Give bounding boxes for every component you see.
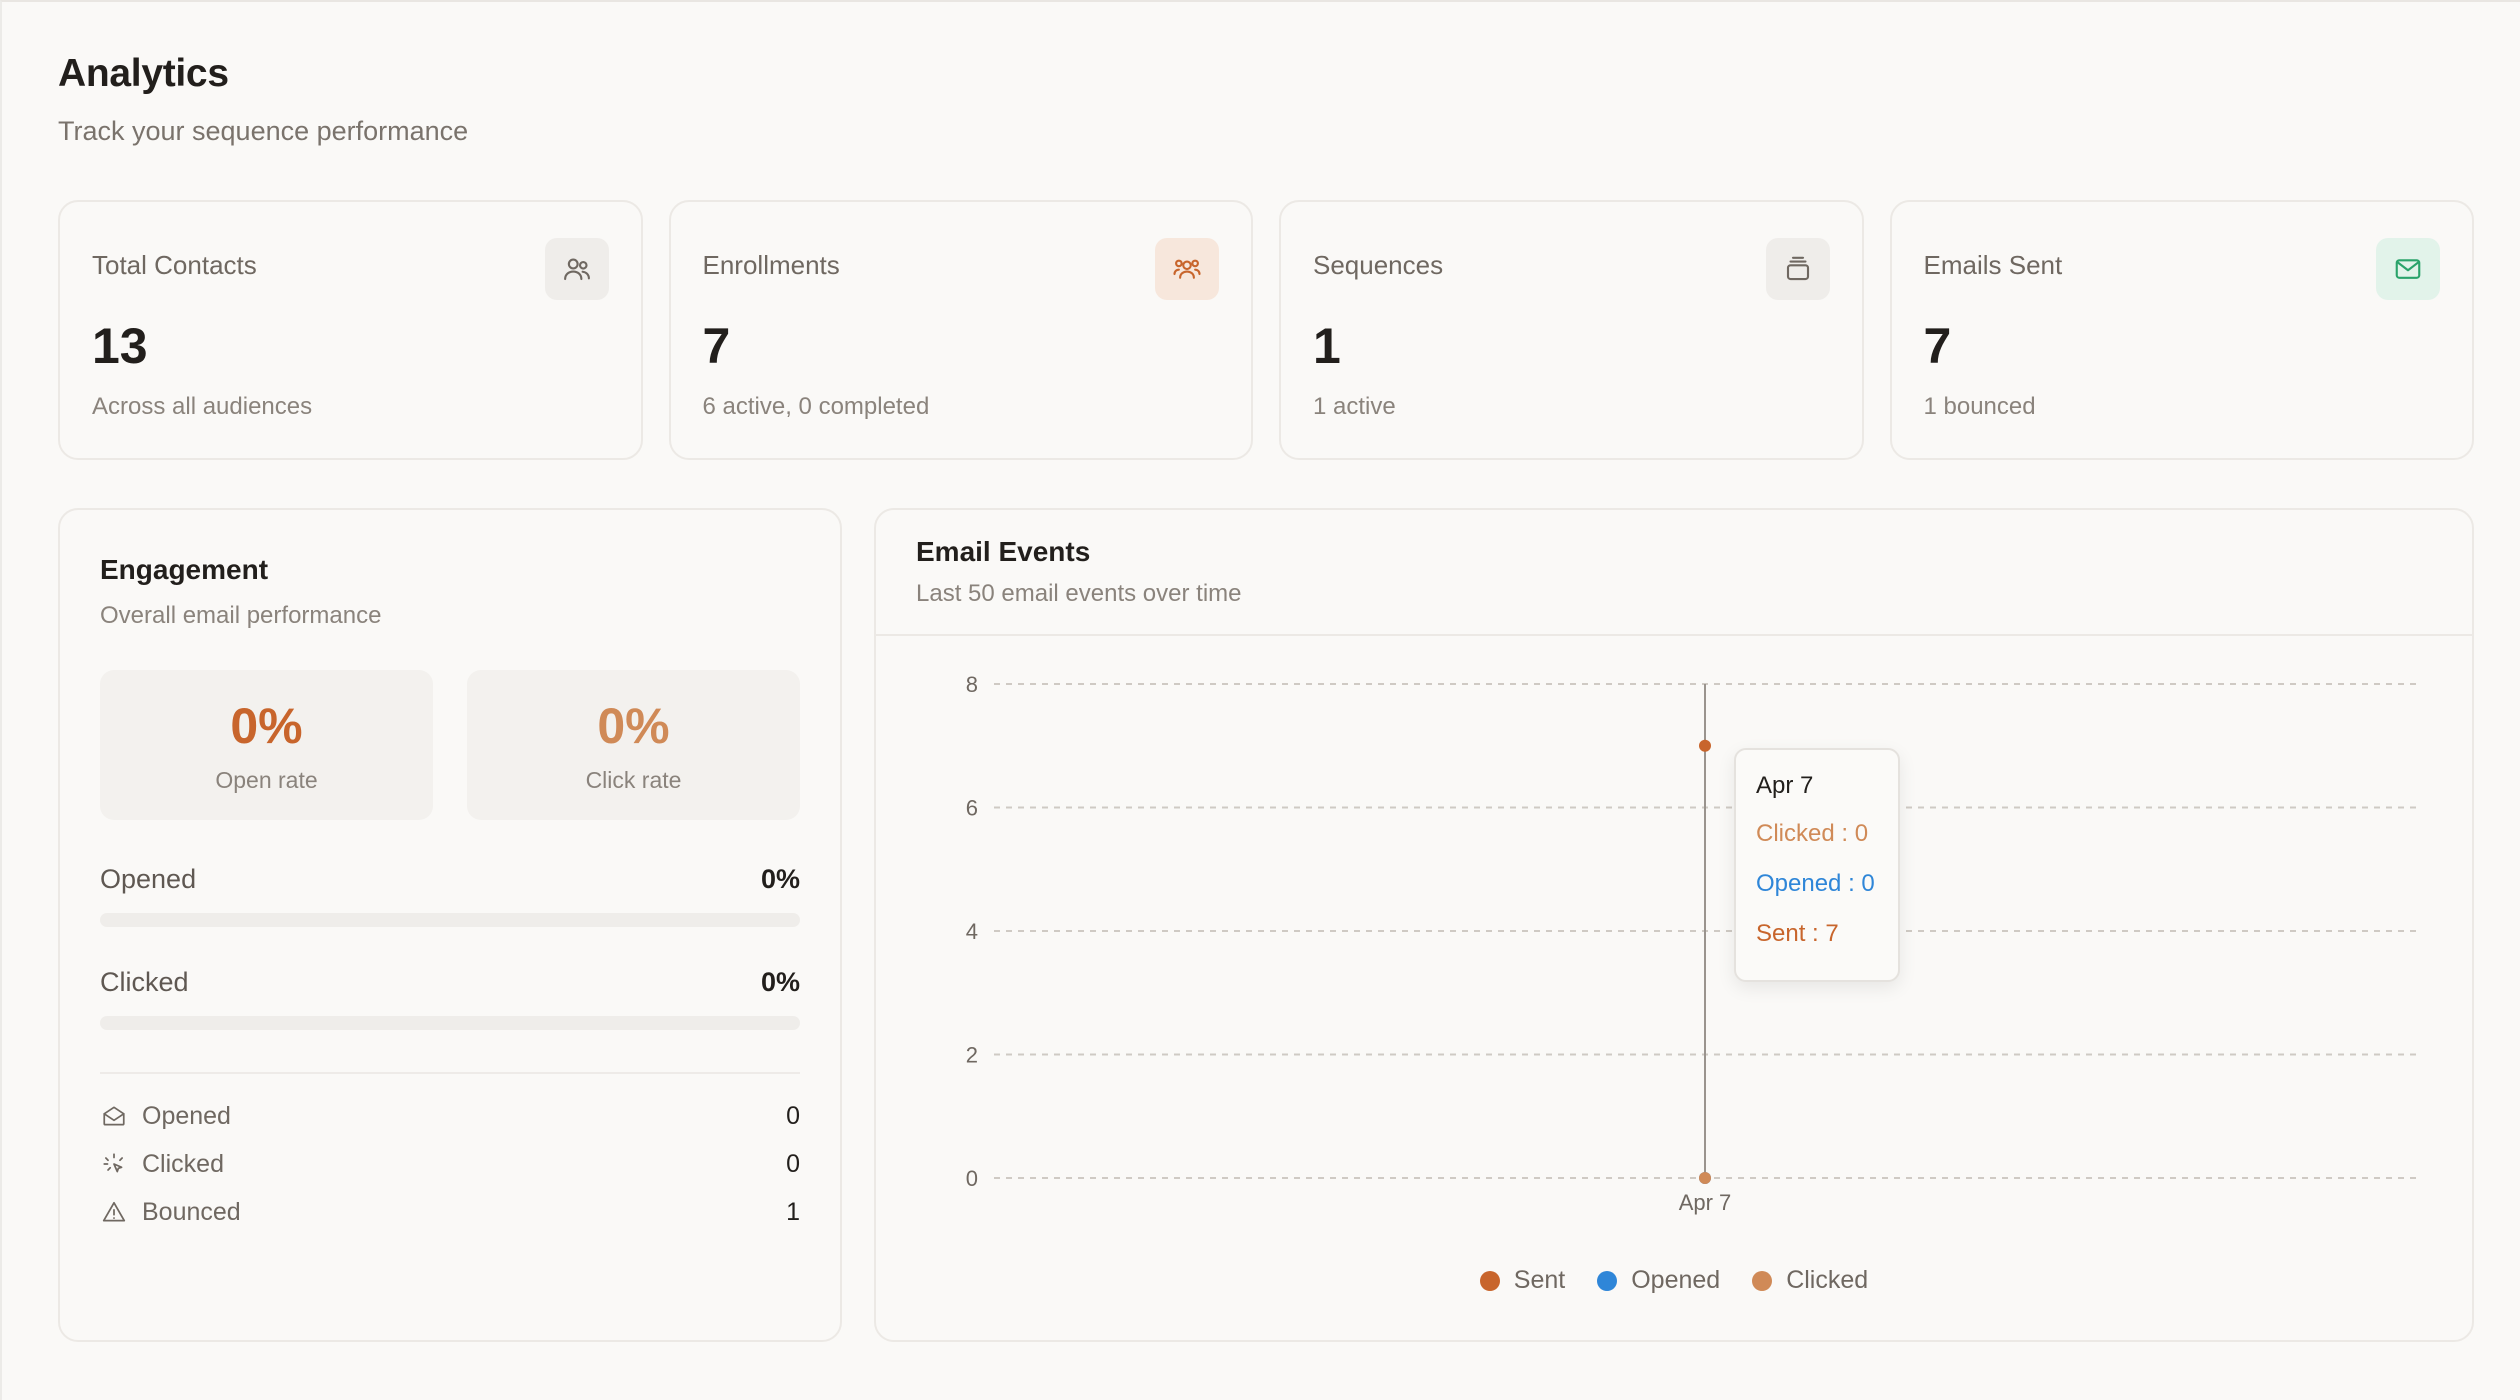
stat-detail: 1 bounced: [1923, 393, 2036, 420]
email-events-subtitle: Last 50 email events over time: [916, 580, 1242, 607]
divider: [100, 1072, 800, 1074]
data-point-sent: [1699, 739, 1711, 752]
engagement-title: Engagement: [100, 554, 269, 585]
alert-triangle-icon: [100, 1198, 128, 1226]
y-tick-label: 4: [966, 919, 978, 944]
count-value: 0: [786, 1149, 800, 1178]
count-row-clicked: Clicked 0: [100, 1140, 800, 1188]
legend-label: Sent: [1513, 1266, 1566, 1294]
engagement-subtitle: Overall email performance: [100, 602, 382, 629]
open-rate-box: 0% Open rate: [100, 670, 433, 820]
bar-label: Opened: [100, 864, 197, 894]
chart-legend: Sent Opened Clicked: [876, 1266, 2472, 1295]
legend-item-clicked[interactable]: Clicked: [1752, 1266, 1868, 1295]
stat-card-total-contacts: Total Contacts 13 Across all audiences: [58, 200, 643, 460]
stat-label: Enrollments: [702, 250, 840, 280]
count-label: Clicked: [142, 1149, 224, 1178]
stat-label: Total Contacts: [92, 250, 257, 280]
stat-card-sequences: Sequences 1 1 active: [1279, 200, 1864, 460]
email-events-header: Email Events Last 50 email events over t…: [876, 510, 2472, 636]
bar-percent: 0%: [760, 967, 800, 997]
count-value: 0: [786, 1101, 800, 1130]
y-tick-label: 2: [966, 1043, 978, 1068]
stat-label: Sequences: [1313, 250, 1444, 280]
stat-card-emails-sent: Emails Sent 7 1 bounced: [1889, 200, 2474, 460]
legend-label: Opened: [1631, 1266, 1721, 1294]
legend-dot: [1752, 1270, 1773, 1291]
stat-value: 1: [1313, 318, 1341, 374]
email-events-title: Email Events: [916, 536, 1091, 567]
bar-percent: 0%: [760, 864, 800, 894]
legend-item-opened[interactable]: Opened: [1597, 1266, 1720, 1295]
rates-row: 0% Open rate 0% Click rate: [100, 670, 800, 820]
page-subtitle: Track your sequence performance: [58, 116, 469, 146]
click-rate-label: Click rate: [585, 766, 682, 793]
stat-value: 7: [1923, 318, 1952, 374]
open-rate-value: 0%: [230, 697, 303, 754]
click-rate-box: 0% Click rate: [467, 670, 800, 820]
count-row-bounced: Bounced 1: [100, 1188, 800, 1236]
click-rate-value: 0%: [597, 697, 670, 754]
mail-icon: [2376, 238, 2440, 300]
tooltip-row-sent: Sent : 7: [1756, 920, 1839, 947]
legend-dot: [1479, 1270, 1500, 1291]
email-events-chart[interactable]: 0 2 4 6 8 Apr 7: [876, 510, 2472, 1340]
chart-tooltip: Apr 7 Clicked : 0 Opened : 0 Sent : 7: [1734, 748, 1900, 982]
stat-value: 13: [92, 318, 148, 374]
tooltip-title: Apr 7: [1756, 772, 1814, 799]
stat-label: Emails Sent: [1923, 250, 2063, 280]
stat-detail: 1 active: [1313, 393, 1396, 420]
legend-dot: [1597, 1270, 1618, 1291]
mail-open-icon: [100, 1102, 128, 1130]
stat-card-enrollments: Enrollments 7 6 active, 0 completed: [668, 200, 1253, 460]
clicked-bar-row: Clicked 0%: [100, 967, 800, 1030]
y-tick-label: 8: [966, 672, 978, 697]
stat-detail: 6 active, 0 completed: [702, 393, 930, 420]
bar-label: Clicked: [100, 967, 189, 997]
count-row-opened: Opened 0: [100, 1092, 800, 1140]
legend-label: Clicked: [1786, 1266, 1869, 1294]
page-header: Analytics Track your sequence performanc…: [58, 52, 468, 147]
stats-row: Total Contacts 13 Across all audiences E…: [58, 200, 2474, 460]
count-value: 1: [786, 1197, 800, 1226]
tooltip-row-clicked: Clicked : 0: [1756, 820, 1869, 847]
progress-track: [100, 913, 800, 927]
engagement-card: Engagement Overall email performance 0% …: [58, 508, 842, 1342]
progress-track: [100, 1016, 800, 1030]
page-title: Analytics: [58, 52, 229, 95]
layers-icon: [1765, 238, 1830, 300]
stat-value: 7: [702, 318, 731, 374]
opened-bar-row: Opened 0%: [100, 864, 800, 927]
legend-item-sent[interactable]: Sent: [1479, 1266, 1566, 1295]
x-tick-label: Apr 7: [1679, 1190, 1732, 1215]
data-point-clicked: [1699, 1172, 1711, 1184]
count-label: Opened: [142, 1101, 231, 1130]
y-tick-label: 6: [966, 796, 978, 821]
stat-detail: Across all audiences: [92, 393, 313, 420]
email-events-card: Email Events Last 50 email events over t…: [874, 508, 2474, 1342]
users-icon: [544, 238, 609, 300]
count-label: Bounced: [142, 1197, 241, 1226]
open-rate-label: Open rate: [215, 766, 318, 793]
tooltip-row-opened: Opened : 0: [1756, 870, 1875, 897]
click-icon: [100, 1150, 128, 1178]
count-list: Opened 0 Clicked 0 Bounced: [100, 1092, 800, 1236]
group-icon: [1155, 238, 1219, 300]
y-tick-label: 0: [966, 1166, 978, 1191]
